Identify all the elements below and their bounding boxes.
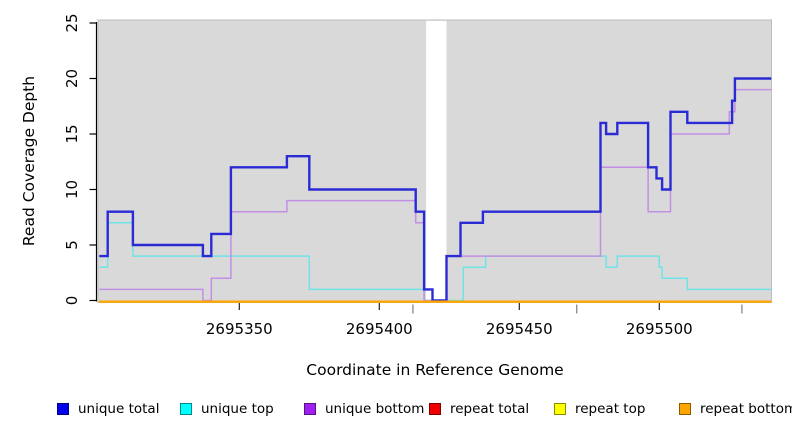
y-tick-label: 20	[63, 69, 81, 88]
legend-color-swatch	[180, 403, 192, 415]
legend-label: repeat total	[450, 401, 530, 417]
x-tick-label: 2695500	[626, 320, 693, 338]
x-axis-title: Coordinate in Reference Genome	[306, 361, 564, 379]
x-tick-label: 2695400	[346, 320, 413, 338]
legend-label: repeat bottom	[700, 401, 792, 417]
series-line-unique-total	[99, 77, 772, 302]
legend-color-swatch	[429, 403, 441, 415]
y-tick-label: 10	[63, 180, 81, 199]
x-tick-label: 2695450	[486, 320, 553, 338]
y-tick-label: 25	[63, 13, 81, 32]
y-tick-label: 0	[63, 296, 81, 306]
legend-label: repeat top	[575, 401, 646, 417]
series-line-unique-top	[99, 222, 772, 302]
x-tick-label: 2695350	[206, 320, 273, 338]
y-axis-title: Read Coverage Depth	[20, 75, 38, 247]
legend-item-unique-bottom: unique bottom	[304, 401, 424, 417]
legend-label: unique top	[201, 401, 274, 417]
y-tick-label: 5	[63, 240, 81, 250]
legend-item-repeat-top: repeat top	[554, 401, 645, 417]
y-tick-label: 15	[63, 124, 81, 143]
legend-color-swatch	[57, 403, 69, 415]
legend-item-repeat-bottom: repeat bottom	[679, 401, 792, 417]
coverage-step-chart: 0 5 10 15 20 25 2695350 2695400 2695450 2695500	[63, 13, 772, 338]
legend-color-swatch	[304, 403, 316, 415]
legend-label: unique bottom	[325, 401, 425, 417]
legend-item-repeat-total: repeat total	[429, 401, 529, 417]
legend-label: unique total	[78, 401, 160, 417]
legend-color-swatch	[679, 403, 691, 415]
legend-item-unique-top: unique top	[180, 401, 274, 417]
legend-item-unique-total: unique total	[57, 401, 159, 417]
legend-color-swatch	[554, 403, 566, 415]
legend: unique total unique top unique bottom repea…	[0, 401, 792, 421]
missing-data-gap	[426, 20, 447, 303]
